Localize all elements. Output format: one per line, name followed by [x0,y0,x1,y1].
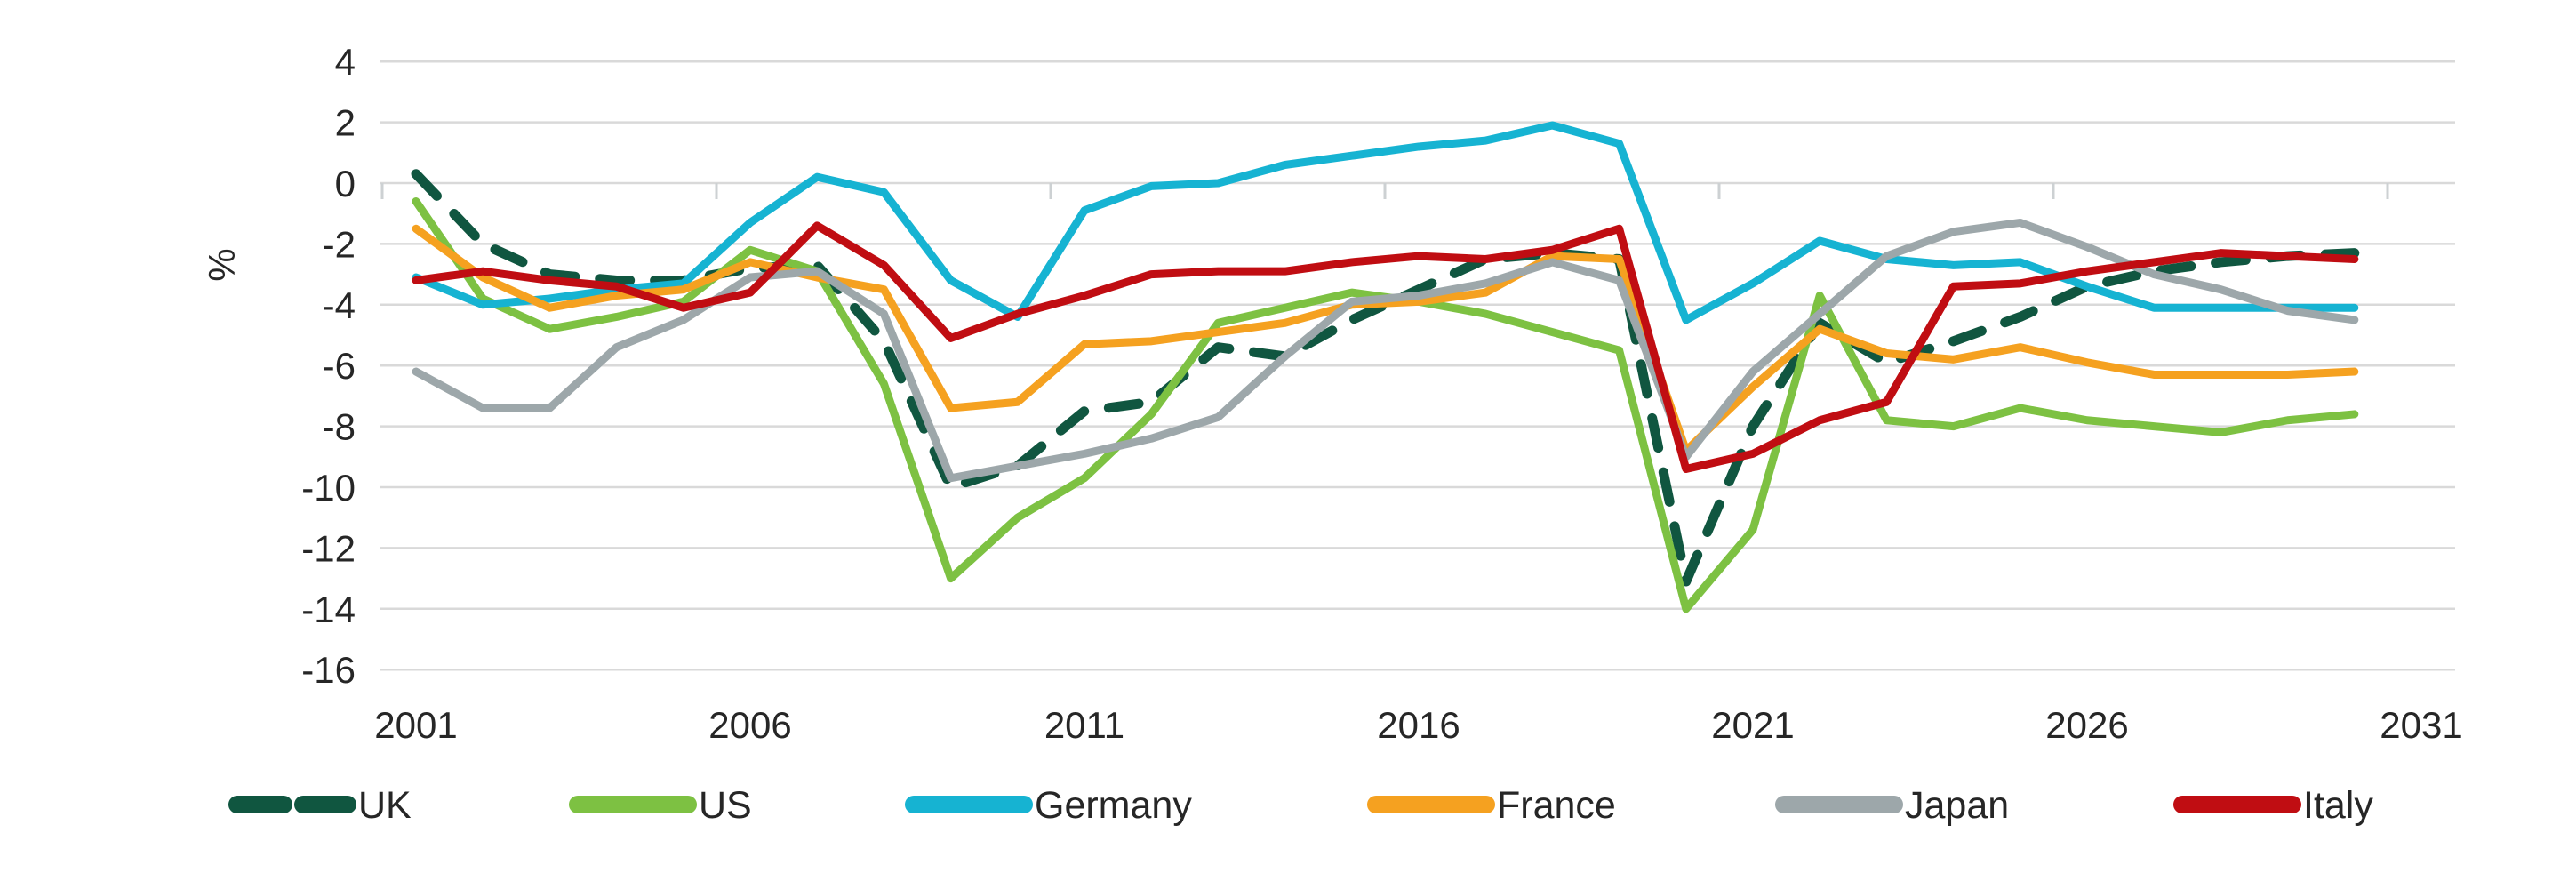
x-axis-label-2031: 2031 [2380,704,2462,746]
x-axis-label-2016: 2016 [1377,704,1460,746]
y-axis-label-0: 0 [335,163,356,204]
legend-label-us: US [699,784,752,827]
series-line-italy [412,221,2359,473]
y-axis-label-2: 2 [335,102,356,144]
y-axis-label--12: -12 [301,527,356,569]
x-axis-label-2021: 2021 [1711,704,1794,746]
legend-label-italy: Italy [2303,784,2373,827]
series-line-germany [412,121,2359,324]
legend-label-germany: Germany [1035,784,1192,827]
y-axis-label--10: -10 [301,467,356,509]
y-axis-label-4: 4 [335,41,356,83]
legend-label-japan: Japan [1905,784,2009,827]
x-axis-label-2001: 2001 [374,704,457,746]
y-axis-label--6: -6 [323,345,356,387]
y-axis-label--14: -14 [301,589,356,630]
legend-label-france: France [1497,784,1616,827]
y-axis-title: % [201,248,243,282]
y-axis-label--8: -8 [323,406,356,448]
series-line-france [412,224,2359,455]
y-axis-label--4: -4 [323,284,356,326]
x-axis-label-2011: 2011 [1044,704,1124,746]
x-axis-label-2006: 2006 [708,704,791,746]
y-axis-label--2: -2 [323,223,356,265]
y-axis-label--16: -16 [301,649,356,691]
series-line-japan [412,218,2359,483]
x-axis-label-2026: 2026 [2045,704,2128,746]
legend-label-uk: UK [358,784,412,827]
